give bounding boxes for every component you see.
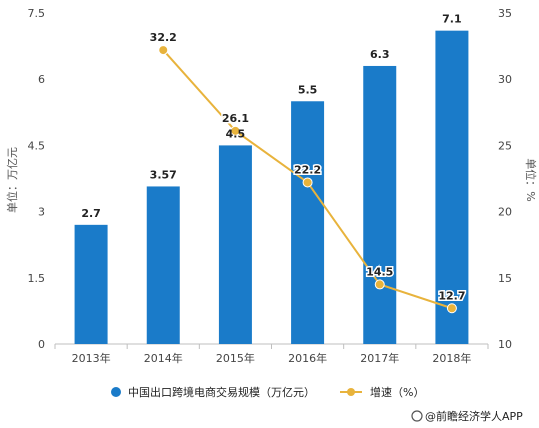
bar (435, 30, 469, 345)
legend-line-marker (347, 388, 355, 396)
y-tick-label: 4.5 (28, 139, 46, 152)
growth-value-label: 22.2 (294, 163, 321, 176)
y2-tick-label: 25 (498, 139, 512, 152)
growth-value-label: 14.5 (366, 265, 393, 278)
legend-bar-swatch (111, 387, 121, 397)
bar (218, 145, 252, 344)
bar (74, 224, 108, 344)
growth-value-label: 32.2 (150, 31, 177, 44)
y-tick-label: 7.5 (28, 7, 46, 20)
labels-layer: 2.7 3.57 4.5 5.5 6.3 7.1 32.2 26.1 22.2 14.5 12.7 (81, 13, 467, 304)
bars-layer (74, 30, 469, 345)
y2-axis-title: 单位：% (524, 158, 538, 201)
bar-value-label: 5.5 (298, 83, 318, 96)
y-tick-label: 1.5 (28, 272, 46, 285)
y2-tick-label: 20 (498, 206, 512, 219)
x-tick-label: 2017年 (360, 351, 399, 365)
legend-line-label: 增速（%） (370, 385, 424, 399)
y-axis-title: 单位：万亿元 (5, 147, 19, 213)
bar-value-label: 2.7 (81, 207, 101, 220)
y-tick-label: 6 (38, 73, 45, 86)
credit-text: @前瞻经济学人APP (425, 409, 523, 423)
legend-bar-label: 中国出口跨境电商交易规模（万亿元） (128, 385, 315, 399)
x-tick-label: 2013年 (72, 351, 111, 365)
x-tick-label: 2015年 (216, 351, 255, 365)
y2-tick-label: 10 (498, 338, 512, 351)
growth-value-label: 12.7 (438, 289, 465, 302)
bar-value-label: 7.1 (442, 13, 462, 26)
bar-value-label: 6.3 (370, 48, 390, 61)
bar (146, 186, 180, 344)
y-tick-label: 3 (38, 206, 45, 219)
x-tick-label: 2016年 (288, 351, 327, 365)
growth-point (374, 279, 385, 290)
bar (291, 101, 325, 345)
y2-tick-label: 30 (498, 73, 512, 86)
credit: @前瞻经济学人APP (411, 409, 523, 423)
axes-layer: 0 1.5 3 4.5 6 7.5 10 15 20 25 30 35 2013年 2014年 2015年 2… (28, 7, 513, 365)
growth-value-label: 26.1 (222, 112, 249, 125)
line-layer (158, 45, 457, 314)
bar-value-label: 3.57 (150, 168, 177, 181)
growth-point (230, 125, 241, 136)
x-tick-label: 2018年 (432, 351, 471, 365)
credit-logo-icon (411, 410, 423, 422)
y-tick-label: 0 (38, 338, 45, 351)
y2-tick-label: 15 (498, 272, 512, 285)
bar-value-label: 4.5 (226, 127, 246, 140)
growth-point (158, 45, 169, 56)
legend: 中国出口跨境电商交易规模（万亿元） 增速（%） (111, 385, 424, 399)
growth-point (302, 177, 313, 188)
y2-tick-label: 35 (498, 7, 512, 20)
x-tick-label: 2014年 (144, 351, 183, 365)
bar (363, 65, 397, 345)
growth-point (446, 303, 457, 314)
